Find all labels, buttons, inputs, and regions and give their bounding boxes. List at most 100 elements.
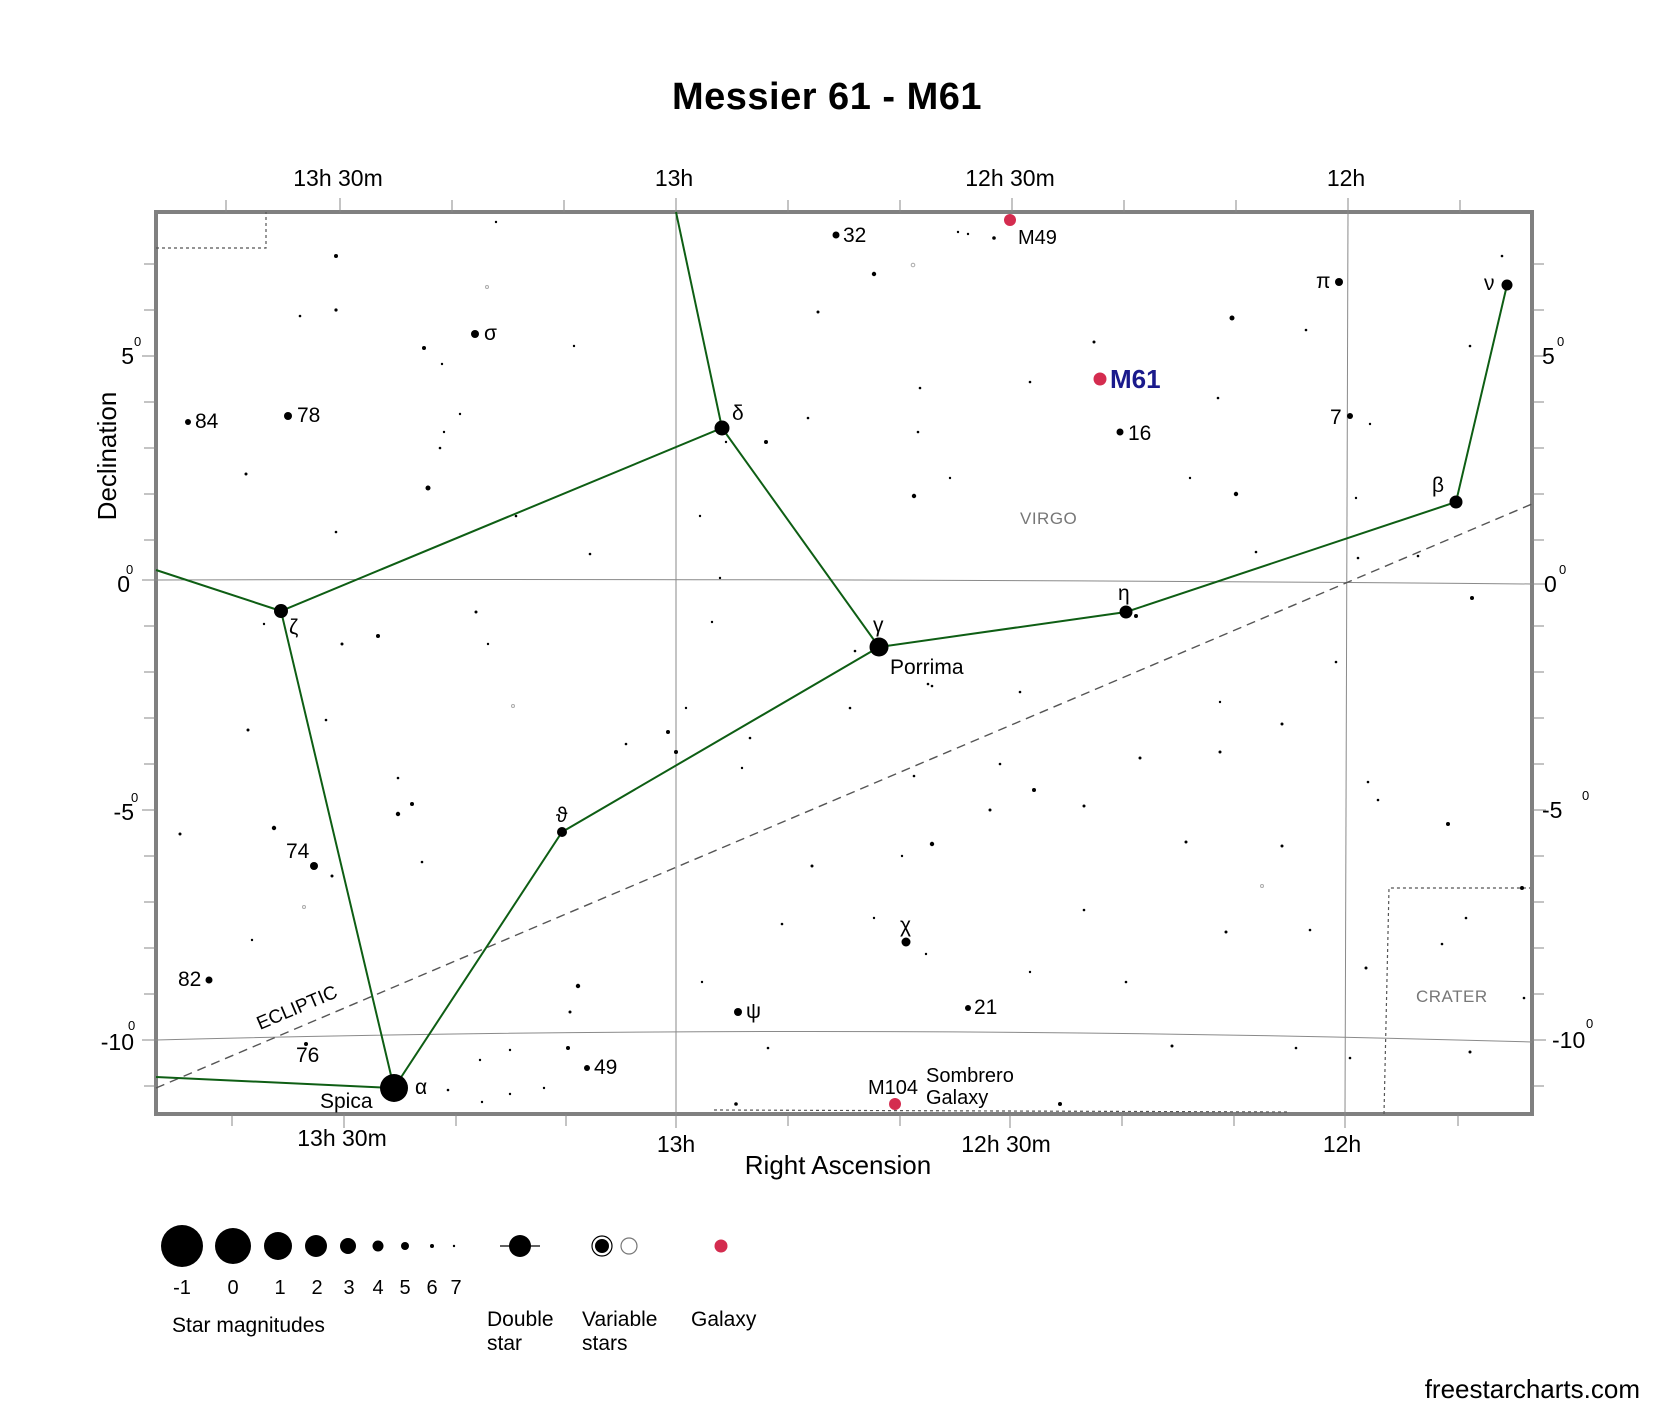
dec-grid-0	[155, 579, 1533, 585]
label-49: 49	[594, 1056, 617, 1079]
star-theta	[557, 827, 567, 837]
star-21	[965, 1005, 971, 1011]
label-78: 78	[297, 404, 320, 427]
ra-bottom-1330: 13h 30m	[297, 1125, 387, 1151]
label-gamma: γ	[873, 614, 884, 637]
dec-labels-right: 5 0 -5 -10	[1542, 343, 1585, 1053]
dec-left-5: 5	[121, 343, 134, 369]
mag-label: 3	[343, 1277, 354, 1299]
star-74	[310, 862, 318, 870]
ra-bottom-1230: 12h 30m	[961, 1131, 1051, 1157]
legend-magnitude-dots	[161, 1225, 456, 1267]
star-beta	[1449, 495, 1463, 509]
dec-left-minus10: -10	[101, 1029, 134, 1055]
star-psi	[734, 1008, 742, 1016]
label-galaxy: Galaxy	[926, 1087, 988, 1109]
label-76: 76	[296, 1044, 319, 1067]
ra-grid-12h	[1344, 211, 1349, 1115]
star-alpha-spica	[380, 1074, 408, 1102]
variable-star-max-icon	[595, 1239, 609, 1253]
label-beta: β	[1432, 474, 1444, 497]
mag-label: 6	[426, 1277, 437, 1299]
star-7	[1347, 413, 1353, 419]
star-labels: α Spica γ Porrima δ ζ η β ν ϑ π σ χ ψ 32…	[178, 224, 1495, 1113]
ra-top-12h: 12h	[1327, 165, 1365, 191]
field-stars	[178, 220, 1526, 1106]
grid	[155, 211, 1533, 1115]
ra-top-13h: 13h	[655, 165, 693, 191]
label-porrima: Porrima	[890, 656, 964, 679]
label-21: 21	[974, 996, 997, 1019]
ra-top-1330: 13h 30m	[293, 165, 383, 191]
label-eta: η	[1118, 582, 1130, 605]
label-alpha: α	[415, 1076, 427, 1099]
ra-bottom-13h: 13h	[657, 1131, 695, 1157]
label-zeta: ζ	[289, 616, 298, 639]
variable-star-min-icon	[620, 1237, 638, 1255]
dec-right-minus10: -10	[1552, 1027, 1585, 1053]
label-sigma: σ	[484, 322, 497, 345]
dec-right-minus5: -5	[1542, 797, 1562, 823]
star-eta	[1119, 605, 1133, 619]
deg-sup: 0	[134, 334, 141, 349]
constellation-lines	[155, 211, 1508, 1091]
star-zeta	[274, 604, 288, 618]
dec-right-5: 5	[1542, 343, 1555, 369]
star-sigma	[471, 330, 479, 338]
mag-label: 2	[311, 1277, 322, 1299]
label-m104: M104	[868, 1077, 918, 1099]
deg-sup: 0	[1559, 562, 1566, 577]
label-pi: π	[1316, 270, 1331, 293]
dec-sup-right: 0 0 0 0	[1557, 334, 1593, 1031]
label-74: 74	[286, 840, 310, 863]
label-m61-target: M61	[1110, 364, 1161, 394]
constellation-boundaries	[156, 212, 1530, 1115]
faint-variables	[302, 262, 1264, 909]
dec-sup-left: 0 0 0 0	[126, 334, 141, 1033]
star-84	[185, 419, 191, 425]
star-pi	[1335, 278, 1343, 286]
label-theta: ϑ	[556, 804, 568, 827]
label-nu: ν	[1484, 272, 1495, 295]
galaxy-m49	[1004, 214, 1016, 226]
galaxy-icon	[714, 1239, 728, 1253]
star-32	[832, 231, 840, 239]
legend-variable-2: stars	[582, 1332, 628, 1355]
mag-label: 7	[450, 1277, 461, 1299]
star-82	[205, 976, 213, 984]
legend-galaxy-label: Galaxy	[691, 1308, 757, 1331]
star-49	[584, 1065, 590, 1071]
dec-grid-minus10	[155, 1030, 1533, 1043]
label-32: 32	[843, 224, 866, 247]
mag-label: 5	[399, 1277, 410, 1299]
label-chi: χ	[900, 914, 911, 937]
legend-double-1: Double	[487, 1308, 554, 1331]
dec-labels-left: 5 0 -5 -10	[101, 343, 134, 1055]
legend-double-2: star	[487, 1332, 522, 1355]
ra-labels-bottom: 13h 30m 13h 12h 30m 12h	[297, 1125, 1361, 1157]
legend-magnitude-labels: -1 0 1 2 3 4 5 6 7	[173, 1277, 461, 1299]
named-star-dots	[185, 231, 1513, 1102]
dec-right-0: 0	[1544, 571, 1557, 597]
label-7: 7	[1330, 406, 1342, 429]
star-gamma-porrima	[869, 637, 889, 657]
label-m49: M49	[1018, 227, 1057, 249]
star-delta	[714, 420, 730, 436]
credit-link[interactable]: freestarcharts.com	[1424, 1374, 1640, 1404]
deg-sup: 0	[1582, 788, 1589, 803]
ecliptic-label: ECLIPTIC	[254, 982, 341, 1035]
deg-sup: 0	[128, 1018, 135, 1033]
label-psi: ψ	[746, 1000, 761, 1023]
star-16	[1116, 428, 1124, 436]
galaxy-m104	[889, 1098, 901, 1110]
legend-variable-1: Variable	[582, 1308, 658, 1331]
label-16: 16	[1128, 422, 1151, 445]
legend: -1 0 1 2 3 4 5 6 7 Star magnitudes Doubl…	[161, 1225, 757, 1355]
star-78	[284, 412, 292, 420]
chart-frame	[154, 210, 1534, 1116]
double-star-icon	[509, 1235, 531, 1257]
mag-label: 1	[274, 1277, 285, 1299]
constellation-crater: CRATER	[1416, 987, 1488, 1006]
deg-sup: 0	[131, 790, 138, 805]
